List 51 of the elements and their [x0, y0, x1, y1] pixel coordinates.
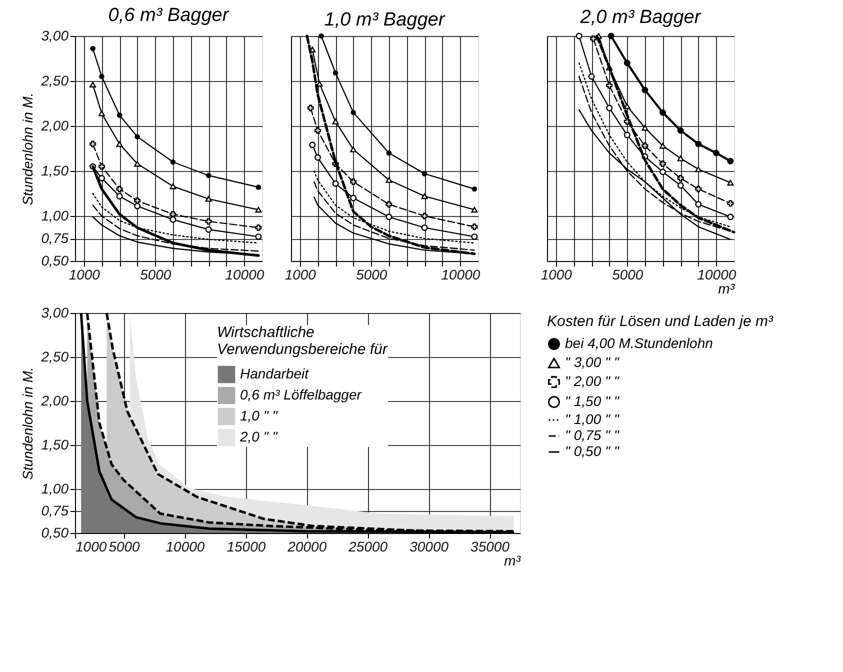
y-tick-label: 3,00: [41, 304, 69, 320]
y-tick-label: 1,00: [41, 208, 69, 224]
x-tick-label: 10000: [697, 266, 736, 282]
y-tick-label: 2,50: [40, 348, 69, 364]
x-tick-label: 1000: [68, 266, 100, 282]
y-tick-label: 1,50: [41, 436, 69, 452]
legend-label: 1,0 " ": [240, 408, 278, 424]
x-tick-label: 10000: [166, 538, 205, 554]
x-tick-label: 10000: [225, 266, 264, 282]
legend-label: " 3,00 " ": [565, 354, 620, 370]
x-tick-label: 5000: [140, 266, 172, 282]
x-tick-label: 20000: [286, 538, 327, 554]
y-tick-label: 0,50: [41, 252, 69, 268]
y-tick-label: 2,50: [40, 72, 69, 88]
x-tick-label: 1000: [76, 538, 107, 554]
legend-label: " 2,00 " ": [565, 373, 620, 389]
legend-label: " 0,75 " ": [565, 427, 620, 443]
chart-title: 1,0 m³ Bagger: [324, 9, 446, 30]
x-tick-label: 1000: [540, 266, 572, 282]
x-axis-title: m³: [718, 280, 735, 296]
legend-label: " 1,00 " ": [565, 411, 620, 427]
y-tick-label: 2,00: [40, 118, 69, 134]
y-axis-title: Stundenlohn in M.: [19, 367, 36, 480]
legend-title: Wirtschaftliche Verwendungsbereiche für: [217, 324, 388, 358]
chart-title: 0,6 m³ Bagger: [108, 5, 230, 26]
y-tick-label: 0,75: [41, 230, 69, 246]
x-tick-label: 35000: [470, 538, 510, 554]
legend-label: " 0,50 " ": [565, 443, 620, 459]
x-tick-label: 15000: [226, 538, 266, 554]
chart-title: 2,0 m³ Bagger: [579, 6, 702, 28]
x-axis-title: m³: [504, 552, 521, 568]
y-axis-title: Stundenlohn in M.: [19, 92, 36, 206]
x-tick-label: 25000: [348, 538, 388, 554]
x-tick-label: 5000: [612, 266, 644, 282]
legend-title: Kosten für Lösen und Laden je m³: [547, 313, 774, 330]
x-tick-label: 1000: [284, 266, 316, 282]
y-tick-label: 0,75: [41, 502, 69, 518]
legend-label: bei 4,00 M.Stundenlohn: [565, 335, 714, 351]
x-tick-label: 10000: [441, 266, 480, 282]
x-tick-label: 5000: [356, 266, 388, 282]
legend-label: Handarbeit: [240, 366, 310, 382]
y-tick-label: 1,00: [41, 480, 69, 496]
x-tick-label: 30000: [410, 538, 449, 554]
y-tick-label: 3,00: [41, 28, 69, 44]
y-tick-label: 0,50: [41, 524, 69, 540]
y-tick-label: 1,50: [41, 162, 69, 178]
legend-label: 0,6 m³ Löffelbagger: [240, 386, 363, 402]
legend-label: " 1,50 " ": [565, 393, 620, 409]
legend-label: 2,0 " ": [239, 428, 278, 444]
y-tick-label: 2,00: [40, 392, 69, 408]
x-tick-label: 5000: [108, 538, 140, 554]
